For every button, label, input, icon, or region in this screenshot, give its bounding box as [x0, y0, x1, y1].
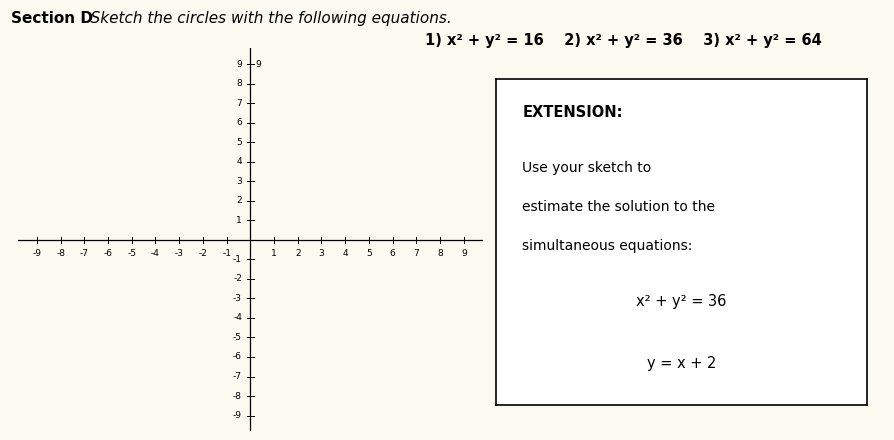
- Text: 2: 2: [236, 196, 242, 205]
- Text: x² + y² = 36: x² + y² = 36: [637, 294, 727, 309]
- Text: 4: 4: [342, 249, 348, 257]
- Text: 1) x² + y² = 16    2) x² + y² = 36    3) x² + y² = 64: 1) x² + y² = 16 2) x² + y² = 36 3) x² + …: [425, 33, 822, 48]
- Text: -1: -1: [233, 255, 242, 264]
- Text: Use your sketch to: Use your sketch to: [522, 161, 652, 175]
- Text: 3: 3: [236, 177, 242, 186]
- Text: -9: -9: [233, 411, 242, 420]
- Text: -5: -5: [233, 333, 242, 342]
- Text: y = x + 2: y = x + 2: [647, 356, 716, 371]
- Text: -7: -7: [80, 249, 89, 257]
- Text: 5: 5: [236, 138, 242, 147]
- Text: -8: -8: [233, 392, 242, 400]
- Text: 8: 8: [236, 79, 242, 88]
- Text: -4: -4: [151, 249, 160, 257]
- Text: 8: 8: [437, 249, 443, 257]
- Text: -6: -6: [104, 249, 113, 257]
- Text: -7: -7: [233, 372, 242, 381]
- Text: 5: 5: [366, 249, 372, 257]
- Text: 6: 6: [390, 249, 395, 257]
- Text: -2: -2: [233, 275, 242, 283]
- Text: 9: 9: [256, 59, 261, 69]
- Text: -3: -3: [233, 294, 242, 303]
- Text: estimate the solution to the: estimate the solution to the: [522, 200, 715, 214]
- Text: Sketch the circles with the following equations.: Sketch the circles with the following eq…: [76, 11, 451, 26]
- Text: 7: 7: [413, 249, 419, 257]
- Text: 3: 3: [318, 249, 325, 257]
- Text: 6: 6: [236, 118, 242, 127]
- Text: simultaneous equations:: simultaneous equations:: [522, 239, 693, 253]
- Text: -5: -5: [127, 249, 136, 257]
- Text: 1: 1: [271, 249, 277, 257]
- Text: 7: 7: [236, 99, 242, 108]
- Text: -9: -9: [32, 249, 41, 257]
- Text: 9: 9: [236, 59, 242, 69]
- Text: 2: 2: [295, 249, 300, 257]
- Text: EXTENSION:: EXTENSION:: [522, 105, 622, 120]
- Text: -2: -2: [198, 249, 207, 257]
- Text: 1: 1: [236, 216, 242, 225]
- Text: -3: -3: [174, 249, 183, 257]
- Text: -4: -4: [233, 313, 242, 323]
- Text: -8: -8: [56, 249, 65, 257]
- Text: 4: 4: [236, 157, 242, 166]
- Text: -6: -6: [233, 352, 242, 362]
- Text: -1: -1: [222, 249, 232, 257]
- Text: 9: 9: [461, 249, 467, 257]
- Text: Section D: Section D: [11, 11, 93, 26]
